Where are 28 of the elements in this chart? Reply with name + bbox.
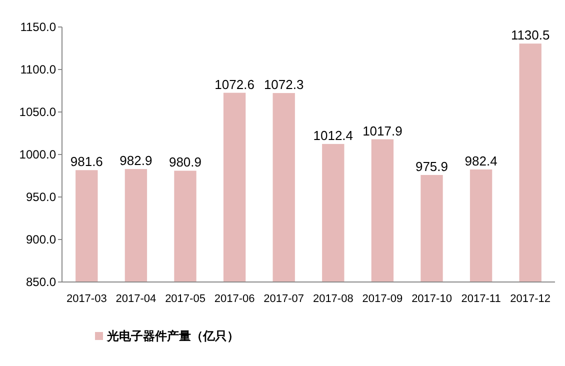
y-tick-label: 900.0	[26, 232, 56, 246]
y-tick-label: 1100.0	[20, 62, 56, 76]
data-label: 1012.4	[313, 128, 354, 143]
data-label: 1072.6	[214, 76, 254, 92]
x-tick-label: 2017-12	[510, 293, 551, 305]
x-tick-label: 2017-11	[461, 293, 501, 305]
y-tick-label: 1050.0	[19, 105, 56, 119]
x-tick-label: 2017-09	[362, 293, 403, 305]
x-tick-label: 2017-03	[66, 293, 107, 305]
data-label: 1017.9	[362, 123, 402, 138]
x-tick-label: 2017-07	[264, 293, 304, 305]
x-tick-label: 2017-10	[412, 293, 452, 305]
x-tick-label: 2017-06	[214, 293, 255, 305]
data-label: 1130.5	[510, 28, 550, 43]
data-label: 980.9	[168, 154, 202, 170]
x-tick-label: 2017-05	[165, 293, 206, 305]
x-tick-label: 2017-04	[116, 293, 156, 305]
data-label: 982.4	[464, 153, 498, 168]
y-tick-label: 1150.0	[20, 20, 56, 34]
data-label: 982.9	[120, 153, 152, 168]
x-tick-label: 2017-08	[312, 293, 354, 305]
data-label: 981.6	[70, 154, 103, 170]
data-label: 1072.3	[264, 77, 304, 92]
legend-label: 光电子器件产量（亿只）	[106, 329, 239, 343]
y-tick-label: 950.0	[26, 190, 56, 204]
y-tick-label: 850.0	[26, 275, 56, 289]
data-label: 975.9	[415, 158, 448, 174]
y-tick-label: 1000.0	[19, 148, 56, 162]
